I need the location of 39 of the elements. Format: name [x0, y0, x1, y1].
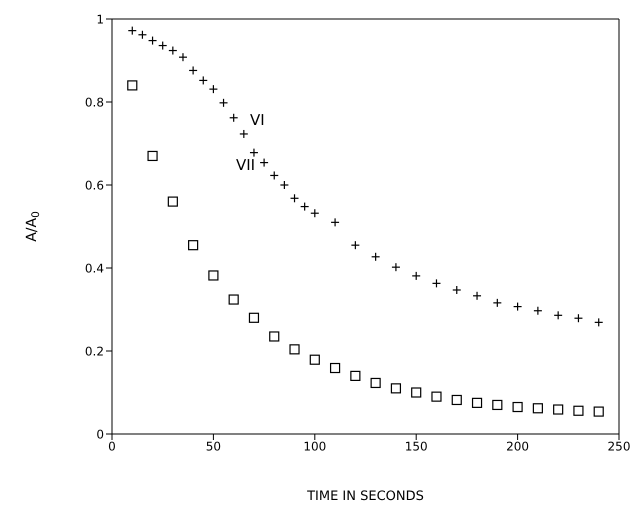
point [310, 354, 320, 365]
point [127, 80, 138, 90]
point [411, 387, 422, 398]
y-tick-label: 1 [96, 12, 104, 26]
point [492, 400, 502, 410]
point [269, 331, 280, 342]
point [390, 383, 402, 394]
point [594, 406, 604, 417]
point [472, 398, 482, 408]
point [553, 404, 564, 415]
annotation: VII [236, 156, 256, 174]
x-axis-title: TIME IN SECONDS [306, 489, 424, 504]
point [289, 344, 300, 354]
point [188, 240, 198, 250]
annotation: VI [250, 111, 265, 129]
point [512, 402, 523, 412]
point [573, 406, 584, 416]
point [208, 270, 218, 281]
y-tick-label: 0.2 [84, 344, 104, 358]
point [248, 312, 260, 323]
point [431, 392, 442, 402]
y-tick-label: 0.8 [84, 95, 104, 110]
x-tick-label: 250 [608, 440, 630, 454]
point [532, 403, 543, 414]
point [452, 394, 462, 406]
x-tick-label: 50 [206, 440, 222, 454]
x-tick-label: 0 [108, 440, 116, 454]
x-tick-label: 200 [506, 440, 530, 454]
point [350, 370, 360, 381]
point [228, 294, 239, 305]
point [370, 378, 381, 388]
point [147, 150, 158, 162]
point [330, 362, 340, 374]
x-tick-label: 150 [404, 440, 428, 454]
point [168, 196, 178, 207]
x-tick-label: 100 [303, 440, 326, 454]
y-tick-label: 0 [96, 427, 104, 442]
y-tick-label: 0.4 [84, 261, 104, 276]
y-tick-label: 0.6 [84, 178, 104, 192]
